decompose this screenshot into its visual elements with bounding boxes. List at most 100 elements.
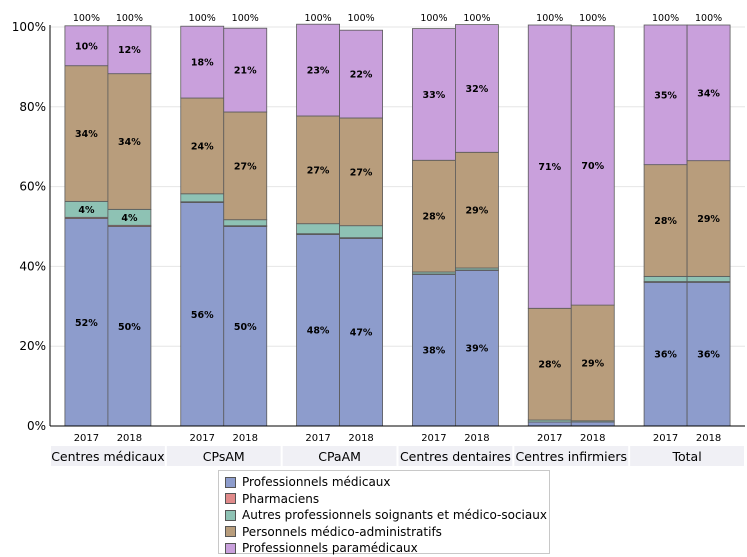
- stacked-bar-chart: 52% 4% 34% 10% 100% 50% 4% 34% 12% 100% 56% 24% 18% 1…: [0, 0, 747, 470]
- y-tick-label: 60%: [19, 180, 46, 194]
- data-label: 33%: [423, 90, 446, 101]
- group-label: CPsAM: [203, 449, 245, 464]
- total-label: 100%: [463, 13, 490, 24]
- legend: Professionnels médicaux Pharmaciens Autres…: [218, 470, 550, 554]
- total-label: 100%: [695, 13, 722, 24]
- group-label: Total: [671, 449, 701, 464]
- total-label: 100%: [73, 13, 100, 24]
- group-label: Centres dentaires: [400, 449, 511, 464]
- total-label: 100%: [189, 13, 216, 24]
- data-label: 50%: [234, 322, 257, 333]
- data-label: 34%: [118, 137, 141, 148]
- x-tick-label: 2017: [190, 433, 215, 444]
- data-label: 34%: [697, 88, 720, 99]
- bars: [65, 24, 730, 426]
- x-tick-label: 2017: [421, 433, 446, 444]
- bar-segment: [297, 224, 340, 234]
- legend-item: Personnels médico-administratifs: [225, 524, 549, 541]
- data-label: 18%: [191, 58, 214, 69]
- data-label: 28%: [538, 360, 561, 371]
- data-label: 38%: [423, 346, 446, 357]
- data-label: 34%: [75, 129, 98, 140]
- data-label: 4%: [78, 205, 95, 216]
- y-tick-label: 40%: [19, 259, 46, 273]
- x-tick-label: 2017: [74, 433, 99, 444]
- legend-label: Autres professionnels soignants et médic…: [242, 508, 547, 522]
- group-label: Centres infirmiers: [516, 449, 627, 464]
- legend-label: Pharmaciens: [242, 492, 319, 506]
- data-label: 27%: [307, 165, 330, 176]
- legend-label: Professionnels paramédicaux: [242, 541, 418, 555]
- group-label: Centres médicaux: [51, 449, 164, 464]
- data-label: 70%: [581, 161, 604, 172]
- data-label: 28%: [423, 212, 446, 223]
- total-label: 100%: [116, 13, 143, 24]
- x-tick-label: 2018: [696, 433, 721, 444]
- legend-item: Professionnels paramédicaux: [225, 540, 549, 557]
- data-label: 36%: [654, 350, 677, 361]
- legend-swatch: [225, 477, 236, 488]
- legend-swatch: [225, 526, 236, 537]
- total-label: 100%: [579, 13, 606, 24]
- total-label: 100%: [232, 13, 259, 24]
- data-label: 36%: [697, 350, 720, 361]
- data-label: 22%: [350, 70, 373, 81]
- legend-label: Personnels médico-administratifs: [242, 525, 442, 539]
- data-label: 24%: [191, 141, 214, 152]
- x-tick-label: 2018: [117, 433, 142, 444]
- legend-swatch: [225, 543, 236, 554]
- total-label: 100%: [347, 13, 374, 24]
- x-tick-label: 2018: [464, 433, 489, 444]
- data-label: 48%: [307, 326, 330, 337]
- x-tick-label: 2018: [348, 433, 373, 444]
- x-tick-label: 2017: [537, 433, 562, 444]
- legend-swatch: [225, 510, 236, 521]
- y-tick-label: 100%: [12, 20, 46, 34]
- x-tick-label: 2017: [305, 433, 330, 444]
- bar-segment: [528, 422, 571, 426]
- data-label: 29%: [466, 206, 489, 217]
- data-label: 27%: [350, 167, 373, 178]
- total-label: 100%: [652, 13, 679, 24]
- data-label: 21%: [234, 66, 257, 77]
- bar-segment: [340, 226, 383, 238]
- legend-item: Autres professionnels soignants et médic…: [225, 507, 549, 524]
- legend-label: Professionnels médicaux: [242, 475, 391, 489]
- data-label: 29%: [697, 214, 720, 225]
- x-tick-label: 2017: [653, 433, 678, 444]
- bar-segment: [687, 276, 730, 281]
- data-label: 39%: [466, 344, 489, 355]
- x-tick-label: 2018: [580, 433, 605, 444]
- total-label: 100%: [304, 13, 331, 24]
- data-labels: 52% 4% 34% 10% 100% 50% 4% 34% 12% 100% 56% 24% 18% 1…: [73, 13, 722, 371]
- y-tick-label: 80%: [19, 100, 46, 114]
- data-label: 52%: [75, 318, 98, 329]
- data-label: 4%: [121, 213, 138, 224]
- bar-segment: [224, 220, 267, 226]
- data-label: 29%: [581, 358, 604, 369]
- data-label: 35%: [654, 90, 677, 101]
- x-tick-label: 2018: [233, 433, 258, 444]
- bar-segment: [571, 422, 614, 426]
- gridlines: [50, 27, 745, 426]
- data-label: 10%: [75, 41, 98, 52]
- bar-segment: [181, 194, 224, 202]
- group-label: CPaAM: [318, 449, 361, 464]
- data-label: 71%: [538, 162, 561, 173]
- data-label: 23%: [307, 66, 330, 77]
- data-label: 50%: [118, 322, 141, 333]
- legend-item: Pharmaciens: [225, 491, 549, 508]
- total-label: 100%: [536, 13, 563, 24]
- bar-segment: [644, 276, 687, 281]
- y-tick-label: 0%: [27, 419, 46, 433]
- legend-swatch: [225, 493, 236, 504]
- data-label: 27%: [234, 161, 257, 172]
- data-label: 32%: [466, 84, 489, 95]
- data-label: 12%: [118, 45, 141, 56]
- data-label: 56%: [191, 310, 214, 321]
- legend-item: Professionnels médicaux: [225, 474, 549, 491]
- data-label: 28%: [654, 216, 677, 227]
- y-tick-label: 20%: [19, 339, 46, 353]
- data-label: 47%: [350, 328, 373, 339]
- total-label: 100%: [420, 13, 447, 24]
